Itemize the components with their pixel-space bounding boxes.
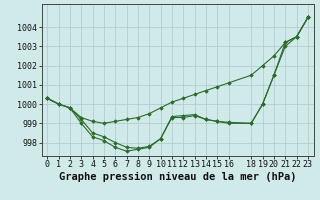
- X-axis label: Graphe pression niveau de la mer (hPa): Graphe pression niveau de la mer (hPa): [59, 172, 296, 182]
